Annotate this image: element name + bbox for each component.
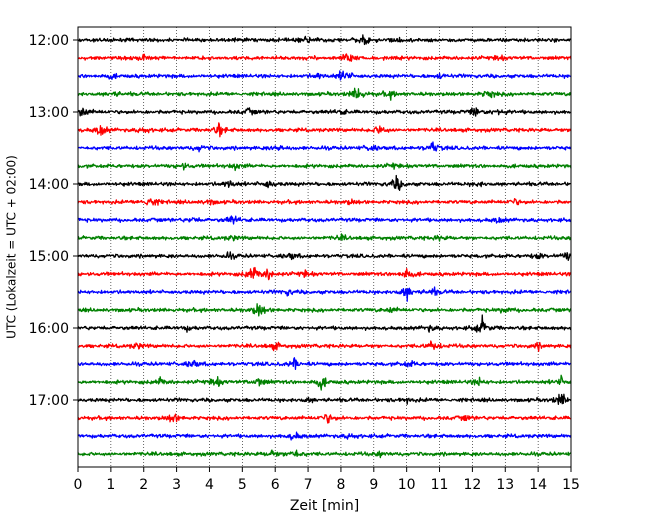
seismogram-trace xyxy=(77,340,572,352)
x-tick-label: 1 xyxy=(106,477,115,493)
y-tick-label: 13:00 xyxy=(29,105,69,121)
seismogram-trace xyxy=(77,53,572,62)
y-tick-label: 15:00 xyxy=(29,249,69,265)
seismogram-traces xyxy=(77,34,572,459)
x-axis-label: Zeit [min] xyxy=(290,498,359,514)
x-tick-label: 13 xyxy=(496,477,514,493)
seismogram-trace xyxy=(77,413,572,424)
seismogram-trace xyxy=(77,141,572,153)
seismogram-trace xyxy=(77,215,572,225)
y-tick-label: 12:00 xyxy=(29,33,69,49)
seismogram-trace xyxy=(77,174,572,191)
seismogram-trace xyxy=(77,233,572,242)
seismogram-trace xyxy=(77,357,572,370)
x-tick-label: 7 xyxy=(304,477,313,493)
plot-frame xyxy=(77,26,572,468)
x-tick-label: 4 xyxy=(205,477,214,493)
x-tick-label: 2 xyxy=(139,477,148,493)
seismogram-trace xyxy=(77,122,572,138)
seismogram-trace xyxy=(77,107,572,117)
seismogram-trace xyxy=(77,251,572,261)
x-tick-label: 10 xyxy=(398,477,416,493)
seismogram-trace xyxy=(77,314,572,333)
seismogram-trace xyxy=(77,34,572,46)
x-tick-label: 3 xyxy=(172,477,181,493)
y-axis-ticks: 12:00 13:00 14:00 15:00 16:00 17:00 xyxy=(29,33,78,409)
x-tick-label: 6 xyxy=(271,477,280,493)
seismogram-trace xyxy=(77,303,572,317)
seismogram-trace xyxy=(77,374,572,391)
seismogram-trace xyxy=(77,449,572,459)
seismogram-trace xyxy=(77,198,572,206)
seismogram-trace xyxy=(77,266,572,281)
y-axis-label: UTC (Lokalzeit = UTC + 02:00) xyxy=(5,155,19,339)
y-tick-label: 16:00 xyxy=(29,321,69,337)
x-tick-label: 15 xyxy=(562,477,580,493)
x-tick-label: 12 xyxy=(463,477,481,493)
x-tick-label: 0 xyxy=(74,477,83,493)
x-tick-label: 9 xyxy=(369,477,378,493)
seismogram-trace xyxy=(77,286,572,302)
x-tick-label: 8 xyxy=(336,477,345,493)
seismogram-trace xyxy=(77,431,572,441)
y-tick-label: 17:00 xyxy=(29,393,69,409)
seismogram-trace xyxy=(77,162,572,172)
seismogram-trace xyxy=(77,87,572,101)
x-tick-label: 14 xyxy=(529,477,547,493)
y-tick-label: 14:00 xyxy=(29,177,69,193)
seismogram-trace xyxy=(77,393,572,406)
x-tick-label: 5 xyxy=(238,477,247,493)
x-tick-label: 11 xyxy=(431,477,449,493)
seismogram-trace xyxy=(77,70,572,81)
x-axis-ticks: 0 1 2 3 4 5 6 7 8 9 10 11 12 13 14 15 xyxy=(74,467,580,493)
